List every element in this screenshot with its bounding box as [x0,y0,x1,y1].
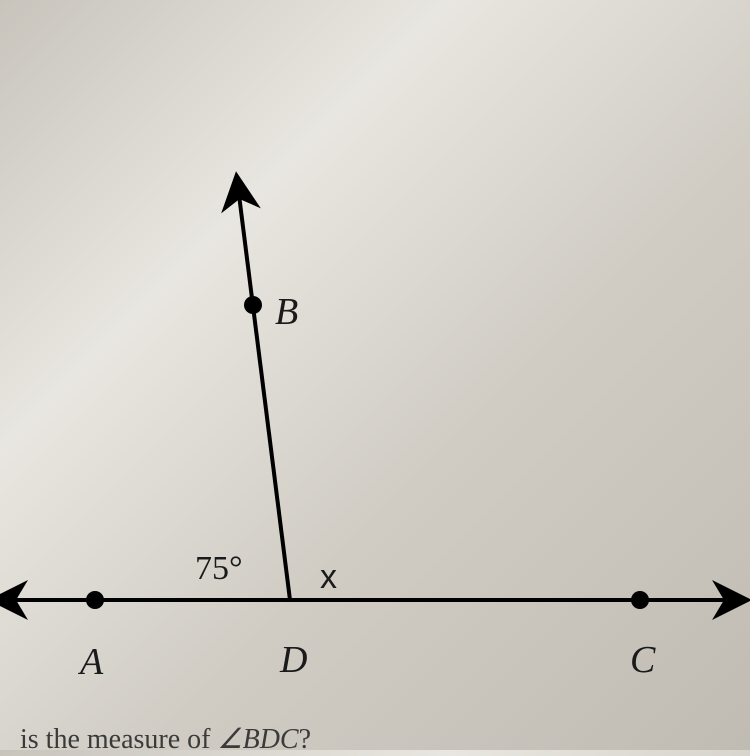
angle-75: 75° [195,550,243,588]
question-text: is the measure of ∠BDC? [20,722,311,756]
point-B [244,296,262,314]
question-angle: ∠BDC [218,724,299,755]
ray-DB [239,195,290,600]
point-C [631,591,649,609]
label-D: D [280,638,307,682]
label-C: C [630,638,655,682]
angle-diagram: A D C B 75° x [0,0,750,750]
label-A: A [80,640,103,684]
angle-x: x [320,558,337,597]
label-B: B [275,290,298,334]
point-A [86,591,104,609]
question-prefix: is the measure of [20,724,218,755]
question-suffix: ? [299,724,311,755]
